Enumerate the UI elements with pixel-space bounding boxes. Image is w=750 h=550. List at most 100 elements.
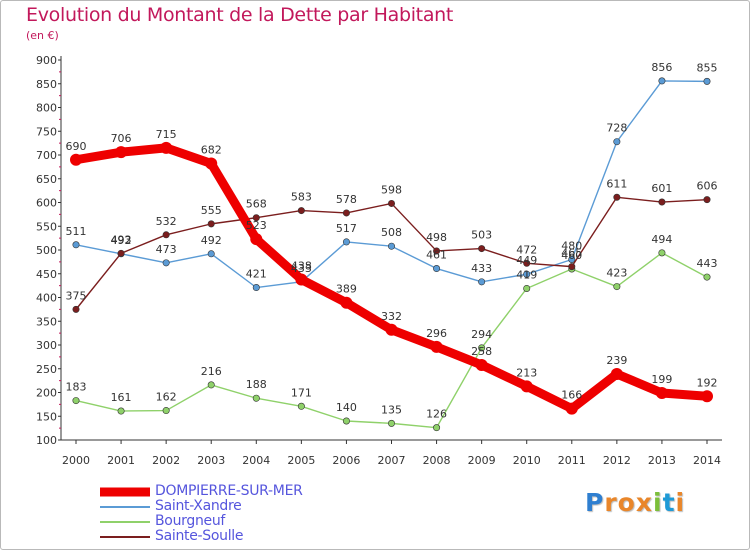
y-tick-label: 800 [36, 102, 57, 115]
data-label: 508 [381, 226, 402, 239]
x-tick-label: 2001 [107, 454, 135, 467]
data-label: 332 [381, 310, 402, 323]
data-label: 578 [336, 193, 357, 206]
legend-swatch [100, 487, 150, 496]
y-tick-label: 300 [36, 339, 57, 352]
x-tick-label: 2013 [648, 454, 676, 467]
x-tick-label: 2006 [332, 454, 360, 467]
data-label: 161 [111, 391, 132, 404]
data-point [387, 419, 395, 427]
x-tick-label: 2007 [378, 454, 406, 467]
data-label: 419 [516, 268, 537, 281]
data-point [610, 367, 623, 380]
data-label: 856 [651, 61, 672, 74]
data-point [433, 247, 441, 255]
data-point [478, 278, 486, 286]
data-label: 598 [381, 183, 402, 196]
data-label: 183 [66, 381, 87, 394]
data-label: 389 [336, 283, 357, 296]
logo-letter: i [675, 488, 686, 517]
chart-subtitle: (en €) [26, 29, 59, 42]
data-point [433, 424, 441, 432]
data-point [701, 390, 713, 403]
logo-letter: i [653, 488, 663, 517]
data-point [162, 231, 170, 239]
y-tick-label: 450 [36, 268, 57, 281]
logo-letter: t [662, 488, 676, 517]
data-label: 492 [201, 234, 222, 247]
data-label: 135 [381, 403, 402, 416]
data-point [703, 77, 711, 85]
chart-axes: 100 150 200 250 300 350 400 450 500 550 600 650 700 7… [36, 54, 722, 467]
data-point [475, 358, 488, 371]
data-label: 438 [291, 259, 312, 272]
data-point [342, 417, 350, 425]
logo-letter: x [635, 488, 653, 517]
proxiti-logo: Proxiti [585, 488, 685, 517]
data-point [520, 380, 533, 393]
data-point [295, 273, 308, 286]
x-tick-label: 2012 [603, 454, 631, 467]
data-point [385, 323, 398, 336]
data-label: 239 [606, 354, 627, 367]
data-point [387, 242, 395, 250]
data-label: 472 [516, 243, 537, 256]
data-point [613, 283, 621, 291]
legend-label: Saint-Xandre [155, 498, 242, 514]
y-tick-label: 900 [36, 54, 57, 67]
data-point [252, 284, 260, 292]
data-label: 126 [426, 408, 447, 421]
data-label: 213 [516, 366, 537, 379]
data-point [72, 241, 80, 249]
y-tick-label: 750 [36, 125, 57, 138]
data-point [205, 157, 218, 170]
data-label: 199 [651, 373, 672, 386]
line-chart: 100 150 200 250 300 350 400 450 500 550 600 650 700 7… [36, 54, 722, 467]
data-label: 611 [606, 177, 627, 190]
data-point [478, 344, 486, 352]
series-layer [70, 77, 713, 432]
x-tick-label: 2000 [62, 454, 90, 467]
data-point [658, 198, 666, 206]
legend-swatch [100, 535, 150, 538]
data-label: 162 [156, 391, 177, 404]
data-point [250, 233, 263, 246]
logo-letter: r [604, 488, 618, 517]
data-label: 449 [516, 254, 537, 267]
data-label: 706 [111, 132, 132, 145]
data-point [387, 199, 395, 207]
data-label: 443 [697, 257, 718, 270]
x-tick-label: 2003 [197, 454, 225, 467]
data-label: 258 [471, 345, 492, 358]
data-label: 532 [156, 215, 177, 228]
data-label: 433 [471, 262, 492, 275]
data-point [297, 402, 305, 410]
data-label: 433 [291, 262, 312, 275]
x-tick-label: 2009 [468, 454, 496, 467]
data-point [703, 273, 711, 281]
data-point [342, 209, 350, 217]
data-label: 517 [336, 222, 357, 235]
data-point [523, 270, 531, 278]
data-label: 294 [471, 328, 492, 341]
data-point [613, 138, 621, 146]
y-tick-label: 600 [36, 197, 57, 210]
data-label: 690 [66, 140, 87, 153]
data-label: 555 [201, 204, 222, 217]
y-tick-label: 250 [36, 363, 57, 376]
data-label: 421 [246, 268, 267, 281]
y-tick-label: 700 [36, 149, 57, 162]
legend-swatch [100, 505, 150, 508]
data-label: 216 [201, 365, 222, 378]
data-label: 166 [561, 389, 582, 402]
data-point [162, 259, 170, 267]
data-label: 171 [291, 386, 312, 399]
data-point [430, 340, 443, 353]
data-label: 682 [201, 144, 222, 157]
data-point [252, 214, 260, 222]
data-point [568, 255, 576, 263]
y-tick-label: 150 [36, 410, 57, 423]
x-tick-label: 2004 [242, 454, 270, 467]
data-point [568, 263, 576, 271]
data-label: 461 [426, 249, 447, 262]
